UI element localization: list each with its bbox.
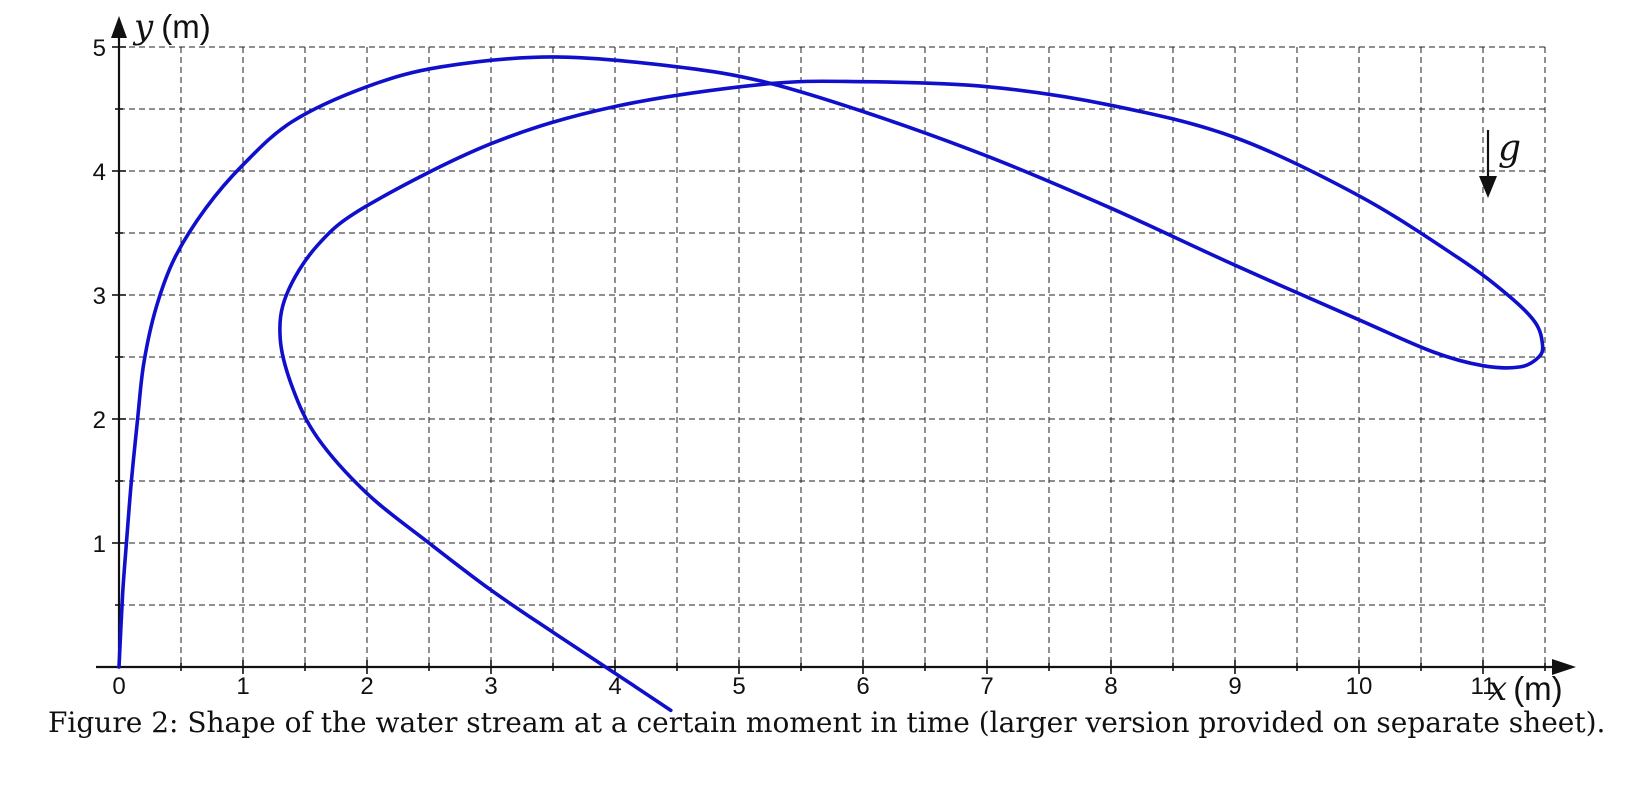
figure-caption: Figure 2: Shape of the water stream at a…: [48, 706, 1606, 739]
water-stream-series: [117, 55, 1545, 713]
y-axis-label: y (m): [132, 7, 211, 47]
y-tick-label: 5: [93, 35, 106, 62]
x-tick-label: 8: [1104, 673, 1117, 700]
y-tick-label: 3: [93, 283, 106, 310]
x-axis-unit: (m): [1513, 670, 1562, 707]
y-tick-label: 2: [93, 407, 106, 434]
y-axis-arrow-icon: [111, 16, 127, 38]
x-tick-label: 5: [732, 673, 745, 700]
x-tick-label: 9: [1228, 673, 1241, 700]
x-axis-label: x (m): [1488, 669, 1563, 709]
ticks: [112, 46, 1546, 674]
x-tick-label: 4: [608, 673, 621, 700]
y-axis-symbol: y: [132, 7, 154, 47]
grid: [119, 46, 1546, 667]
gravity-label: g: [1498, 128, 1521, 169]
x-axis-arrow-icon: [1552, 659, 1576, 675]
x-tick-label: 10: [1346, 673, 1373, 700]
x-tick-label: 11: [1471, 673, 1496, 700]
gravity-indicator: g: [1479, 128, 1521, 198]
axes: [96, 16, 1576, 675]
y-tick-label: 4: [93, 159, 106, 186]
x-tick-label: 3: [484, 673, 497, 700]
y-axis-unit: (m): [161, 8, 210, 45]
series-layer: [117, 55, 1545, 713]
x-tick-label: 7: [980, 673, 993, 700]
x-tick-label: 1: [236, 673, 249, 700]
x-axis-symbol: x: [1488, 669, 1507, 709]
x-tick-label: 2: [360, 673, 373, 700]
x-tick-label: 6: [856, 673, 869, 700]
gravity-arrow-icon: [1479, 176, 1497, 198]
y-tick-label: 1: [93, 531, 106, 558]
x-tick-label: 0: [112, 673, 125, 700]
